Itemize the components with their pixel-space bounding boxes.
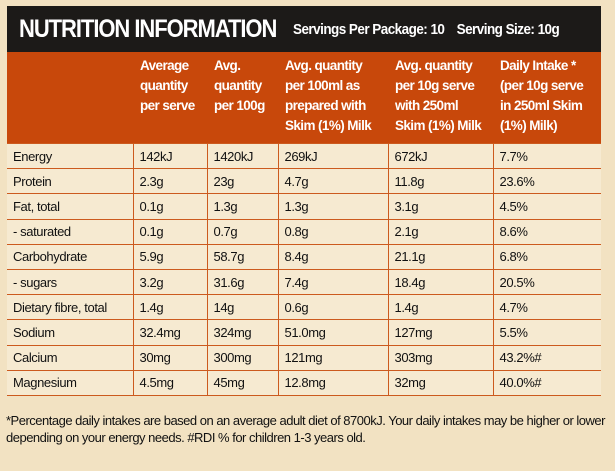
nutrient-value: 23g: [206, 168, 279, 195]
nutrient-value: 40.0%#: [492, 369, 601, 396]
nutrient-value: 4.5%: [492, 193, 601, 220]
nutrient-value: 127mg: [387, 319, 494, 346]
nutrient-name: Magnesium: [7, 369, 134, 396]
nutrient-name: Carbohydrate: [7, 243, 134, 270]
nutrient-value: 0.1g: [132, 193, 208, 220]
nutrient-value: 12.8mg: [277, 369, 389, 396]
column-header: Avg. quantity per 10g serve with 250ml S…: [388, 52, 493, 144]
nutrient-value: 11.8g: [387, 168, 494, 195]
table-row: Dietary fibre, total 1.4g 14g 0.6g 1.4g 4.7%: [7, 294, 601, 321]
nutrient-value: 1420kJ: [206, 142, 279, 170]
nutrient-value: 30mg: [132, 344, 208, 371]
footnote: *Percentage daily intakes are based on a…: [6, 413, 605, 445]
nutrient-value: 18.4g: [387, 268, 494, 296]
nutrient-value: 4.7%: [492, 294, 601, 321]
nutrient-value: 269kJ: [277, 142, 389, 170]
nutrient-value: 32.4mg: [132, 319, 208, 346]
nutrient-value: 14g: [206, 294, 279, 321]
nutrient-value: 1.3g: [206, 193, 279, 220]
panel-title: NUTRITION INFORMATION: [19, 14, 277, 43]
title-bar: NUTRITION INFORMATION Servings Per Packa…: [7, 6, 601, 52]
table-row: Magnesium 4.5mg 45mg 12.8mg 32mg 40.0%#: [7, 369, 601, 396]
nutrient-value: 142kJ: [132, 142, 208, 170]
nutrient-value: 5.9g: [132, 243, 208, 270]
nutrient-value: 23.6%: [492, 168, 601, 195]
column-header: Avg. quantity per 100ml as prepared with…: [278, 52, 388, 144]
table-row: Protein 2.3g 23g 4.7g 11.8g 23.6%: [7, 168, 601, 195]
nutrient-value: 7.7%: [492, 142, 601, 170]
nutrient-value: 0.7g: [206, 218, 279, 245]
servings-per-package: Servings Per Package: 10: [293, 20, 445, 38]
nutrient-value: 51.0mg: [277, 319, 389, 346]
table-header-row: Average quantity per serve Avg. quantity …: [7, 52, 601, 144]
serving-info: Servings Per Package: 10 Serving Size: 1…: [293, 21, 568, 38]
nutrient-value: 20.5%: [492, 268, 601, 296]
nutrition-panel: NUTRITION INFORMATION Servings Per Packa…: [7, 6, 601, 396]
table-row: - sugars 3.2g 31.6g 7.4g 18.4g 20.5%: [7, 268, 601, 296]
nutrient-value: 4.7g: [277, 168, 389, 195]
nutrient-value: 0.8g: [277, 218, 389, 245]
nutrition-table: Average quantity per serve Avg. quantity …: [7, 52, 601, 396]
nutrient-value: 3.1g: [387, 193, 494, 220]
nutrient-name: Calcium: [7, 344, 134, 371]
nutrient-value: 121mg: [277, 344, 389, 371]
nutrient-value: 1.3g: [277, 193, 389, 220]
nutrient-value: 7.4g: [277, 268, 389, 296]
nutrient-value: 2.3g: [132, 168, 208, 195]
nutrient-value: 5.5%: [492, 319, 601, 346]
nutrient-value: 6.8%: [492, 243, 601, 270]
nutrient-value: 31.6g: [206, 268, 279, 296]
column-header: Average quantity per serve: [133, 52, 207, 144]
nutrient-value: 21.1g: [387, 243, 494, 270]
nutrient-name: Fat, total: [7, 193, 134, 220]
table-row: Energy 142kJ 1420kJ 269kJ 672kJ 7.7%: [7, 142, 601, 170]
nutrient-value: 672kJ: [387, 142, 494, 170]
column-header: Daily Intake *(per 10g serve in 250ml Sk…: [493, 52, 601, 144]
table-row: Fat, total 0.1g 1.3g 1.3g 3.1g 4.5%: [7, 193, 601, 220]
table-row: - saturated 0.1g 0.7g 0.8g 2.1g 8.6%: [7, 218, 601, 245]
nutrient-name: Energy: [7, 142, 134, 170]
nutrient-value: 324mg: [206, 319, 279, 346]
nutrient-name: - saturated: [7, 218, 134, 245]
serving-size: Serving Size: 10g: [456, 20, 560, 38]
nutrient-value: 8.6%: [492, 218, 601, 245]
table-row: Carbohydrate 5.9g 58.7g 8.4g 21.1g 6.8%: [7, 243, 601, 270]
nutrient-name: Dietary fibre, total: [7, 294, 134, 321]
nutrient-value: 1.4g: [132, 294, 208, 321]
nutrient-name: Sodium: [7, 319, 134, 346]
nutrient-value: 1.4g: [387, 294, 494, 321]
nutrient-value: 300mg: [206, 344, 279, 371]
nutrient-name: Protein: [7, 168, 134, 195]
nutrient-name: - sugars: [7, 268, 134, 296]
nutrient-value: 303mg: [387, 344, 494, 371]
table-row: Sodium 32.4mg 324mg 51.0mg 127mg 5.5%: [7, 319, 601, 346]
nutrient-value: 2.1g: [387, 218, 494, 245]
nutrient-value: 32mg: [387, 369, 494, 396]
nutrient-value: 58.7g: [206, 243, 279, 270]
nutrient-value: 0.6g: [277, 294, 389, 321]
nutrient-value: 0.1g: [132, 218, 208, 245]
column-header: [7, 52, 133, 144]
table-row: Calcium 30mg 300mg 121mg 303mg 43.2%#: [7, 344, 601, 371]
nutrient-value: 45mg: [206, 369, 279, 396]
nutrient-value: 3.2g: [132, 268, 208, 296]
nutrient-value: 4.5mg: [132, 369, 208, 396]
nutrient-value: 43.2%#: [492, 344, 601, 371]
nutrient-value: 8.4g: [277, 243, 389, 270]
column-header: Avg. quantity per 100g: [207, 52, 278, 144]
